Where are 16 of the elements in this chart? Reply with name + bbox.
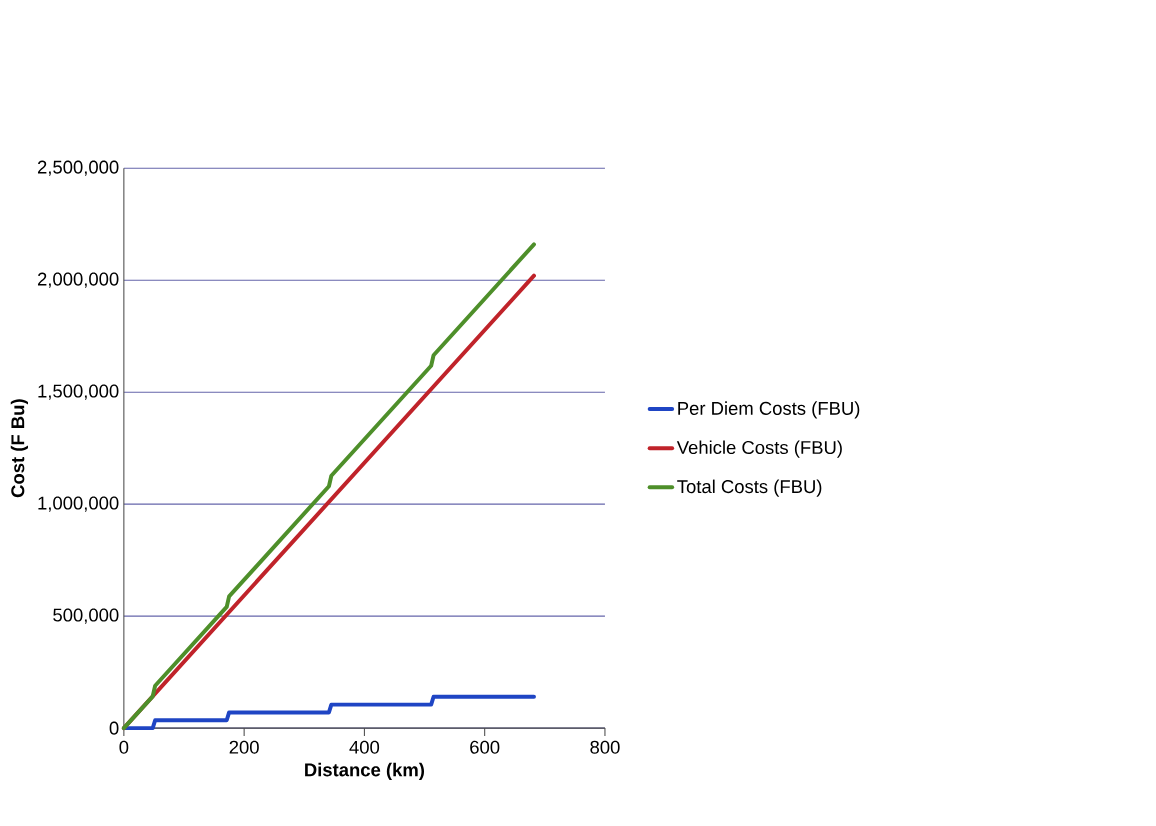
x-tick-label: 600 — [470, 740, 500, 754]
y-tick-label: 1,000,000 — [38, 496, 119, 512]
x-tick-label: 0 — [119, 740, 129, 754]
legend-label: Total Costs (FBU) — [677, 479, 822, 497]
y-axis-title: Cost (F Bu) — [10, 399, 28, 498]
x-tick-label: 400 — [349, 740, 380, 754]
y-tick-label: 500,000 — [53, 608, 119, 624]
x-axis-title: Distance (km) — [305, 762, 425, 781]
y-tick-label: 2,000,000 — [37, 272, 119, 288]
y-tick-label: 1,500,000 — [38, 384, 119, 400]
y-tick-label: 0 — [109, 721, 119, 735]
legend-label: Per Diem Costs (FBU) — [678, 401, 860, 419]
x-tick-label: 800 — [590, 740, 620, 754]
legend-label: Vehicle Costs (FBU) — [676, 440, 842, 458]
y-tick-label: 2,500,000 — [37, 160, 119, 176]
x-tick-label: 200 — [229, 740, 259, 754]
